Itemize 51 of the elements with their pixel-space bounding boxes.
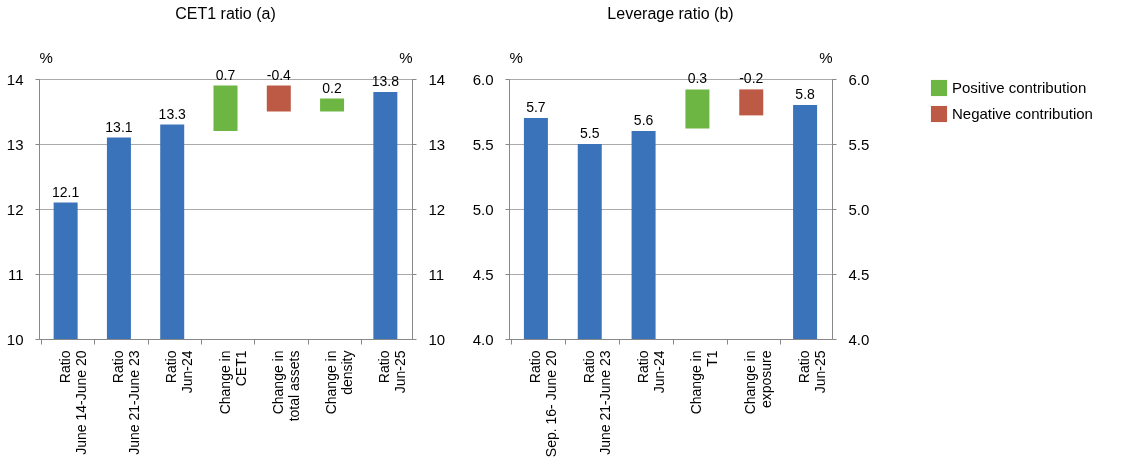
data-label: 5.6	[633, 112, 654, 128]
x-tick-label: Ratio June 21-June 23	[109, 350, 142, 455]
data-label: 12.1	[52, 183, 80, 200]
y-axis-title: %	[509, 48, 523, 66]
y2-tick-label: 4.0	[848, 330, 870, 348]
data-label: 0.3	[687, 70, 708, 87]
y-tick-label: 5.0	[472, 200, 494, 218]
y2-tick-label: 6.0	[848, 70, 870, 88]
y2-tick-label: 13	[428, 135, 446, 153]
y-axis-title: %	[39, 48, 53, 66]
y2-tick-label: 12	[428, 200, 446, 218]
data-label: 0.2	[322, 79, 343, 96]
x-tick-label: Change in total assets	[269, 350, 302, 422]
y2-tick-label: 11	[428, 265, 445, 283]
x-tick-label: Ratio Sep. 16- June 20	[526, 350, 559, 458]
y-tick-label: 12	[6, 200, 24, 218]
legend-label: Negative contribution	[952, 105, 1093, 122]
y-tick-label: 5.5	[472, 135, 494, 153]
x-tick-label: Change in T1	[688, 350, 721, 415]
data-label: -0.2	[739, 70, 764, 87]
legend-label: Positive contribution	[952, 79, 1087, 96]
y2-tick-label: 5.5	[848, 135, 870, 153]
y-tick-label: 14	[6, 70, 24, 88]
y2-tick-label: 10	[428, 330, 446, 348]
y2-axis-title: %	[399, 48, 413, 66]
data-label: 13.3	[158, 105, 187, 122]
x-tick-label: Ratio June 14-June 20	[56, 350, 89, 455]
x-tick-label: Ratio Jun-24	[163, 350, 196, 394]
data-label: 5.5	[580, 125, 600, 141]
data-label: 13.8	[371, 73, 400, 89]
x-tick-label: Change in CET1	[216, 350, 249, 415]
y-tick-label: 4.0	[472, 330, 494, 348]
data-label: 0.7	[215, 66, 236, 83]
chart-title: CET1 ratio (a)	[175, 5, 276, 22]
x-tick-label: Ratio Jun-24	[634, 350, 667, 394]
y-tick-label: 10	[6, 330, 24, 348]
data-label: 5.8	[795, 86, 816, 102]
data-label: 5.7	[526, 99, 546, 115]
y2-tick-label: 5.0	[848, 200, 870, 218]
y-tick-label: 13	[6, 135, 24, 153]
y2-tick-label: 4.5	[848, 265, 870, 283]
y-tick-label: 6.0	[472, 70, 494, 88]
y-tick-label: 4.5	[472, 265, 494, 283]
x-tick-label: Change in exposure	[742, 350, 775, 415]
data-label: 13.1	[105, 118, 133, 135]
y-tick-label: 11	[7, 265, 24, 283]
data-label: -0.4	[266, 66, 292, 83]
y2-tick-label: 14	[428, 70, 446, 88]
y2-axis-title: %	[819, 48, 833, 66]
chart-title: Leverage ratio (b)	[607, 5, 734, 22]
x-tick-label: Ratio June 21-June 23	[580, 350, 613, 455]
